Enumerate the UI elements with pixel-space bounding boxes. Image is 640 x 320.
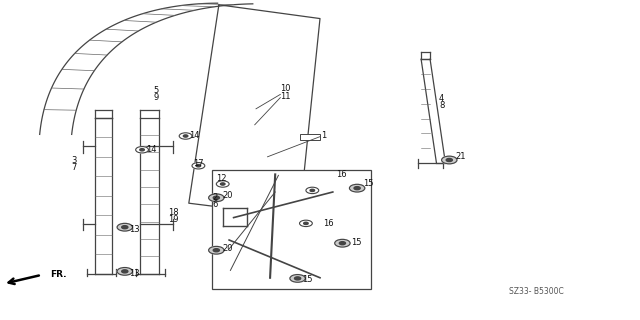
Text: 12: 12 [216,174,227,183]
Circle shape [122,226,128,229]
Text: 20: 20 [223,191,233,200]
Polygon shape [95,118,112,274]
Polygon shape [40,3,253,134]
Text: SZ33- B5300C: SZ33- B5300C [509,287,564,296]
Circle shape [303,222,308,225]
Polygon shape [421,59,445,163]
Text: 15: 15 [364,180,374,188]
Circle shape [354,187,360,190]
Bar [212,170,371,289]
Text: 1: 1 [321,131,326,140]
Circle shape [300,220,312,227]
Circle shape [335,239,350,247]
Circle shape [216,181,229,187]
Text: 13: 13 [129,269,140,278]
Circle shape [117,223,132,231]
Text: FR.: FR. [50,270,67,279]
Circle shape [310,189,315,191]
Circle shape [446,158,452,162]
Text: 10: 10 [280,84,291,93]
Circle shape [140,149,145,151]
Circle shape [179,133,192,139]
Text: 6: 6 [212,200,218,209]
Circle shape [196,164,201,167]
Circle shape [306,187,319,194]
Text: 21: 21 [456,152,466,161]
Text: 16: 16 [323,219,334,228]
Text: 2: 2 [212,193,218,202]
Circle shape [349,184,365,192]
Text: 20: 20 [223,244,233,253]
Circle shape [213,196,220,199]
Text: 14: 14 [146,145,156,154]
Text: 7: 7 [72,163,77,172]
Polygon shape [140,118,159,274]
Text: 18: 18 [168,208,179,217]
Text: 3: 3 [72,156,77,164]
Text: 15: 15 [351,238,361,247]
Circle shape [220,183,225,185]
Text: 15: 15 [302,275,312,284]
Circle shape [294,277,301,280]
Circle shape [117,268,132,275]
Text: 4: 4 [439,94,444,103]
Circle shape [209,246,224,254]
Text: 16: 16 [336,170,347,179]
Circle shape [192,163,205,169]
Text: 8: 8 [439,101,444,110]
Circle shape [442,156,457,164]
Text: 19: 19 [168,215,178,224]
Circle shape [183,135,188,137]
Circle shape [122,270,128,273]
Text: 11: 11 [280,92,291,101]
Text: 9: 9 [154,93,159,102]
Text: 17: 17 [193,159,204,168]
Text: 5: 5 [154,86,159,95]
Text: 14: 14 [189,131,200,140]
Bar [300,134,320,140]
Circle shape [213,249,220,252]
Circle shape [209,194,224,202]
Circle shape [290,275,305,282]
Circle shape [339,242,346,245]
Circle shape [136,147,148,153]
Text: 13: 13 [129,225,140,234]
